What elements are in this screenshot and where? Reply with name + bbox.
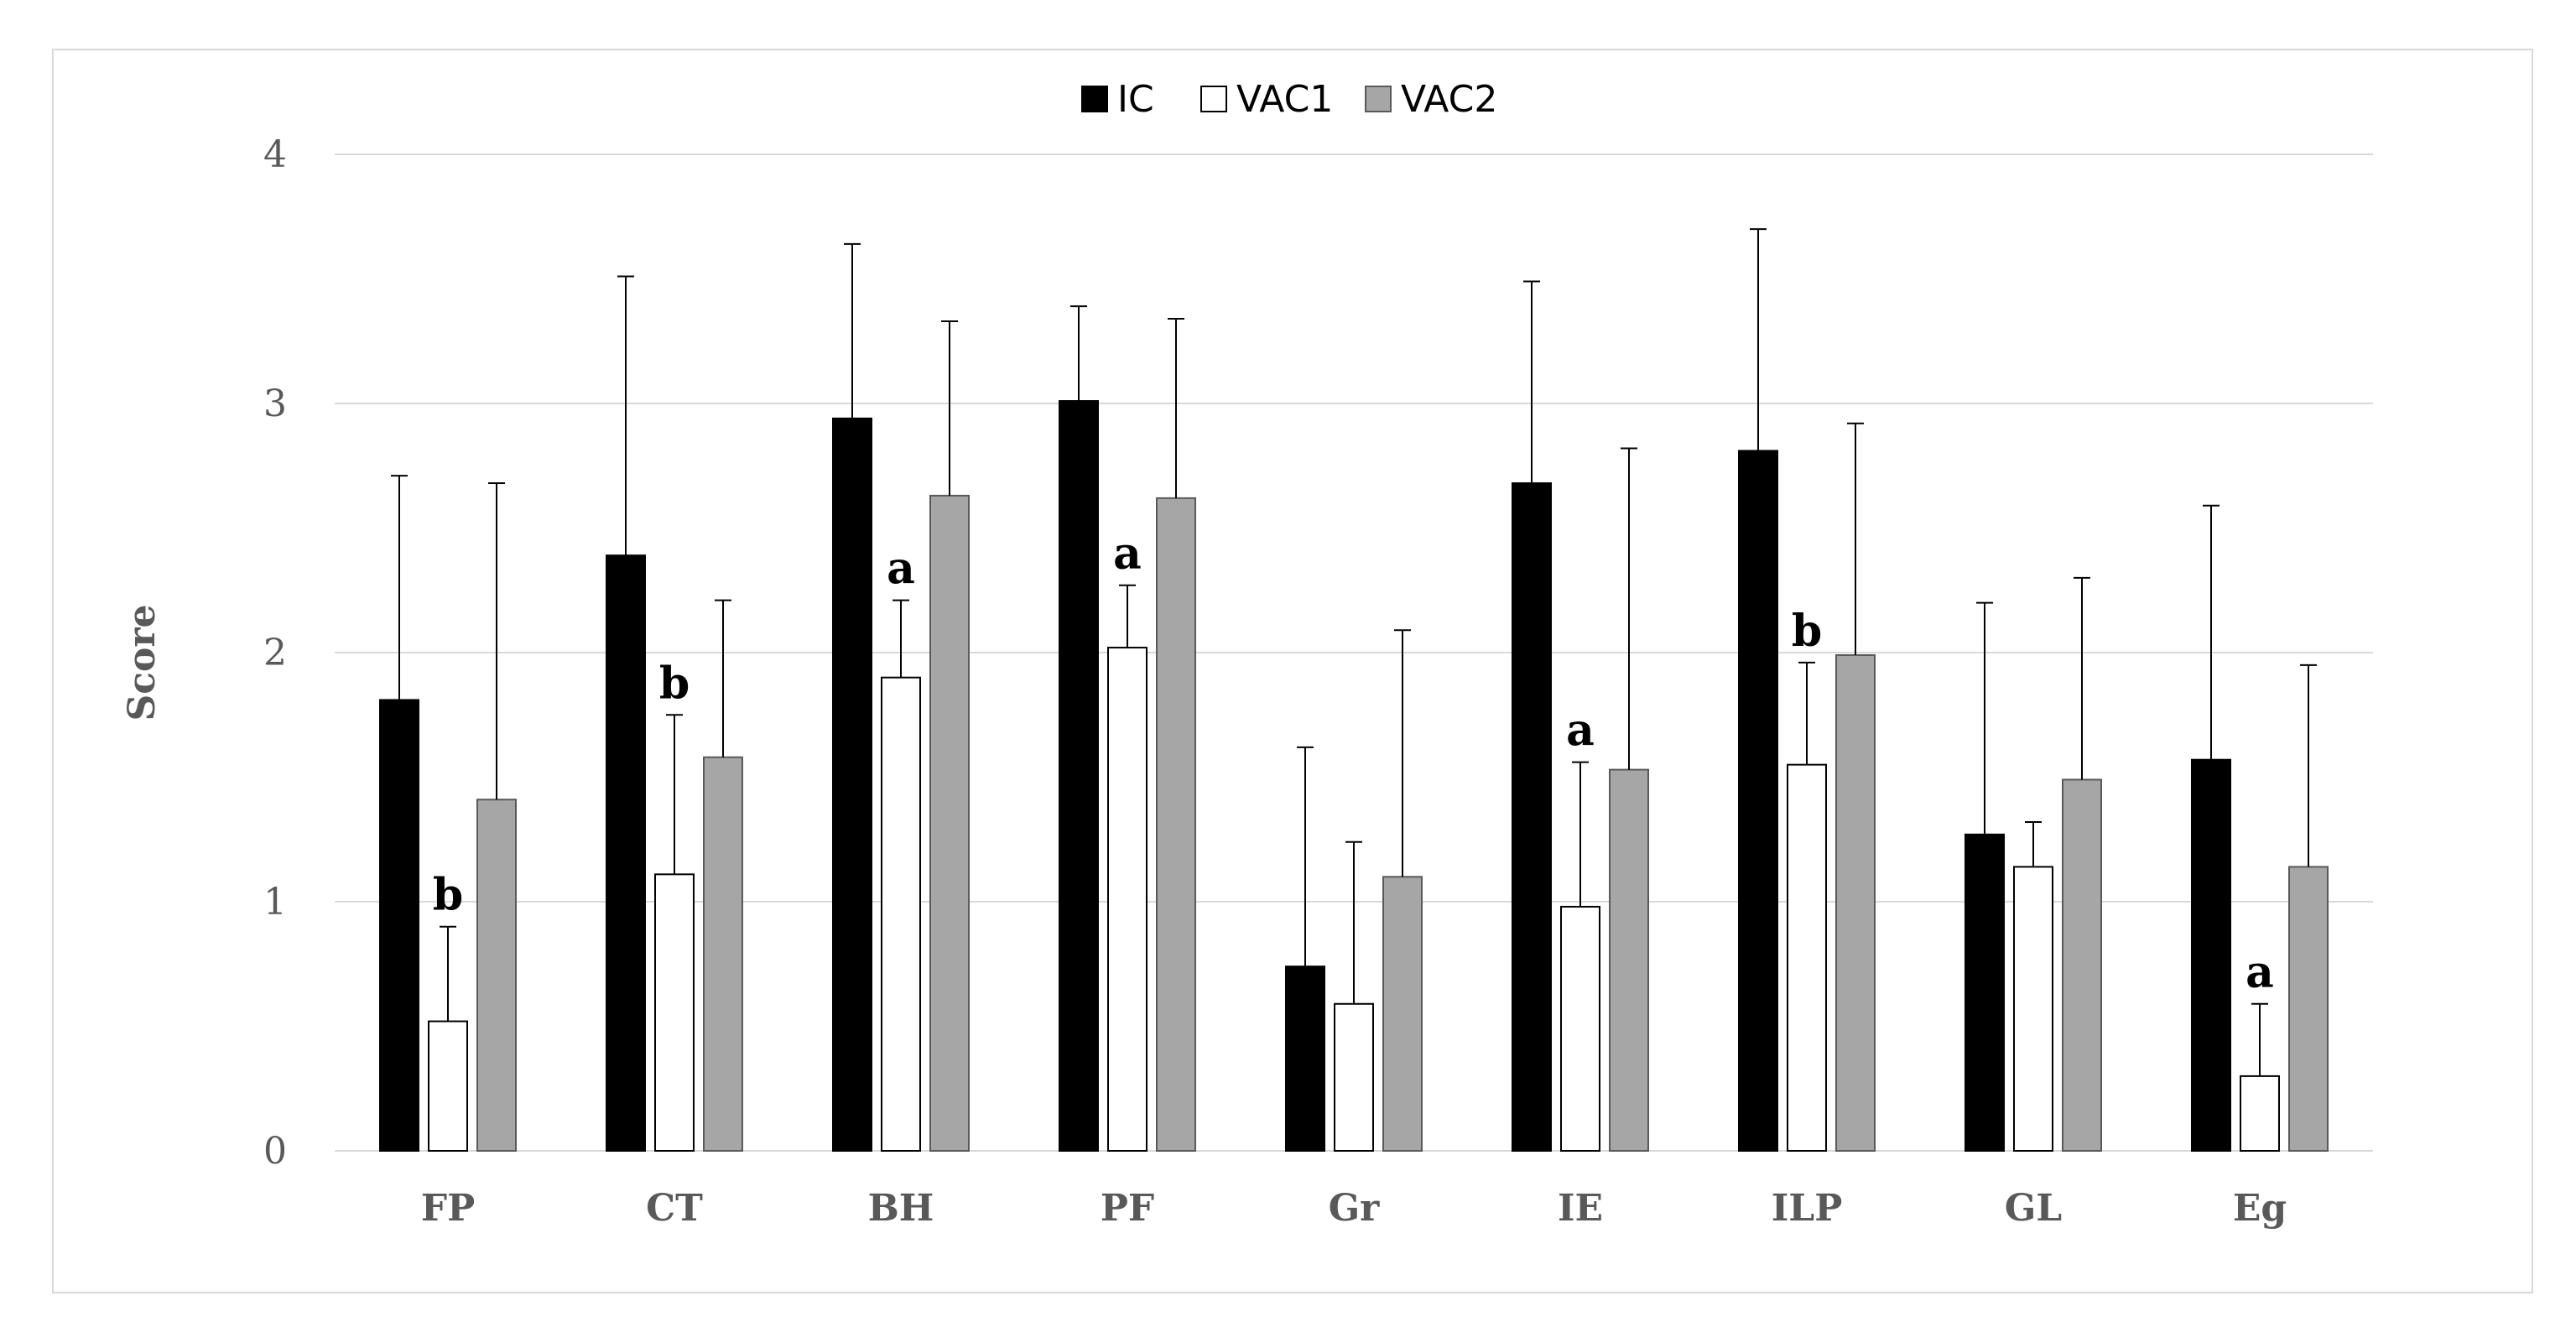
significance-label-ilp: b [1792, 606, 1822, 657]
legend-swatch-ic [1081, 86, 1108, 112]
x-tick-label-ilp: ILP [1772, 1187, 1843, 1230]
y-tick-label: 2 [263, 632, 287, 674]
bar-ic-gr [1285, 965, 1325, 1152]
significance-label-eg: a [2246, 947, 2274, 998]
chart-frame: 0 1 2 3 4 b b a a a b a FP CT BH PF Gr IE ILP GL Eg IC VAC1… [52, 49, 2533, 1293]
error-bars [391, 228, 2317, 1076]
legend-label-vac2: VAC2 [1401, 78, 1497, 121]
bar-ic-ie [1512, 482, 1552, 1152]
significance-label-fp: b [433, 870, 463, 921]
legend-label-vac1: VAC1 [1236, 78, 1333, 121]
bar-vac2-ie [1609, 768, 1649, 1153]
bar-vac1-pf [1107, 647, 1147, 1152]
bar-ic-ilp [1738, 450, 1778, 1152]
bar-ic-bh [832, 417, 872, 1152]
bar-ic-pf [1059, 400, 1099, 1152]
significance-label-ie: a [1566, 705, 1595, 757]
bars [379, 400, 2329, 1153]
y-tick-labels: 0 1 2 3 4 [263, 133, 287, 1173]
bar-vac2-eg [2288, 866, 2329, 1152]
legend-label-ic: IC [1117, 78, 1154, 121]
bar-vac2-gr [1382, 876, 1423, 1152]
bar-vac1-eg [2240, 1075, 2280, 1153]
significance-labels: b b a a a b a [433, 528, 2274, 998]
x-tick-label-gl: GL [2005, 1187, 2063, 1230]
y-tick-label: 4 [263, 133, 287, 176]
x-tick-label-pf: PF [1101, 1187, 1154, 1230]
x-tick-label-ie: IE [1558, 1187, 1603, 1230]
bar-vac2-ct [703, 756, 743, 1152]
x-tick-label-fp: FP [421, 1187, 475, 1230]
bar-vac1-gl [2013, 866, 2053, 1152]
bar-vac2-gl [2062, 778, 2102, 1152]
legend-swatch-vac1 [1200, 86, 1227, 112]
bar-ic-fp [379, 699, 419, 1152]
x-tick-label-gr: Gr [1329, 1187, 1381, 1230]
bar-vac1-ct [654, 873, 695, 1153]
significance-label-ct: b [659, 658, 690, 709]
bar-ic-gl [1965, 833, 2005, 1152]
bar-vac1-gr [1334, 1002, 1374, 1153]
bar-vac2-bh [929, 494, 970, 1152]
x-tick-label-eg: Eg [2233, 1187, 2287, 1230]
bar-vac1-ie [1560, 905, 1600, 1152]
y-tick-label: 3 [263, 382, 287, 425]
legend: IC VAC1 VAC2 [1081, 78, 1497, 121]
bar-vac2-fp [476, 799, 517, 1152]
y-axis-label: Score [121, 604, 164, 721]
y-tick-label: 1 [263, 881, 287, 924]
bar-chart: 0 1 2 3 4 b b a a a b a FP CT BH PF Gr IE ILP GL Eg IC VAC1… [121, 78, 2373, 1230]
x-tick-label-bh: BH [868, 1187, 934, 1230]
bar-vac2-pf [1156, 497, 1196, 1152]
bar-vac1-bh [881, 676, 921, 1152]
legend-swatch-vac2 [1365, 86, 1392, 112]
x-category-labels: FP CT BH PF Gr IE ILP GL Eg [421, 1187, 2287, 1230]
significance-label-pf: a [1113, 528, 1142, 580]
bar-ic-eg [2191, 758, 2231, 1153]
bar-vac1-fp [428, 1020, 468, 1153]
significance-label-bh: a [887, 544, 915, 595]
x-tick-label-ct: CT [646, 1187, 703, 1230]
bar-vac2-ilp [1835, 653, 1876, 1152]
bar-vac1-ilp [1787, 763, 1827, 1153]
bar-ic-ct [606, 554, 646, 1152]
y-tick-label: 0 [263, 1130, 287, 1173]
